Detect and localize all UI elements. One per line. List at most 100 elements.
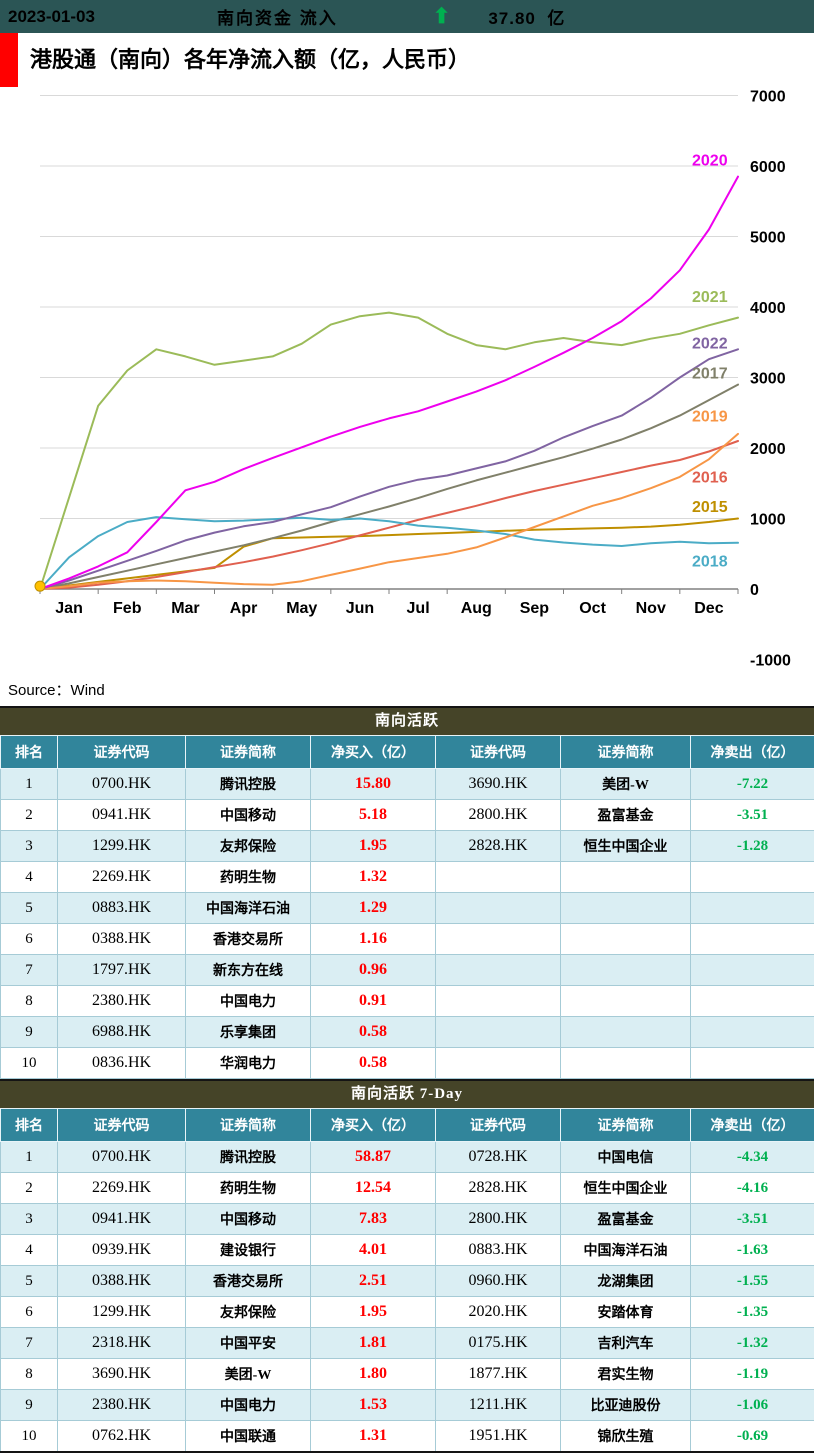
rank-cell: 7 [1,955,58,986]
y-axis-tick-label: 6000 [750,159,786,176]
sell-cell: -3.51 [691,1204,814,1235]
sell-cell [691,924,814,955]
rank-cell: 10 [1,1048,58,1079]
buy-cell: 1.95 [311,831,436,862]
cname-cell: 美团-W [561,769,691,800]
rank-cell: 2 [1,1173,58,1204]
y-axis-tick-label: 3000 [750,371,786,388]
x-axis-month-label: Jan [55,600,83,617]
code-cell: 0883.HK [58,893,186,924]
column-header: 净买入（亿） [311,1109,436,1142]
code-cell: 2269.HK [58,1173,186,1204]
code-cell: 0700.HK [58,769,186,800]
rank-cell: 9 [1,1390,58,1421]
code-cell: 0175.HK [436,1328,561,1359]
cname-cell: 中国电力 [186,986,311,1017]
up-arrow-icon: ⬆ [433,6,451,27]
buy-cell: 4.01 [311,1235,436,1266]
code-cell: 2318.HK [58,1328,186,1359]
cname-cell: 乐享集团 [186,1017,311,1048]
rank-cell: 10 [1,1421,58,1453]
sell-cell [691,955,814,986]
southbound-active-title: 南向活跃 [0,706,814,735]
cname-cell: 中国平安 [186,1328,311,1359]
cname-cell: 比亚迪股份 [561,1390,691,1421]
buy-cell: 1.16 [311,924,436,955]
sell-cell: -1.32 [691,1328,814,1359]
sell-cell [691,1017,814,1048]
rank-cell: 9 [1,1017,58,1048]
cname-cell: 恒生中国企业 [561,831,691,862]
x-axis-month-label: Dec [694,600,723,617]
cname-cell: 吉利汽车 [561,1328,691,1359]
date-text: 2023-01-03 [8,7,95,27]
rank-cell: 4 [1,1235,58,1266]
flow-unit: 亿 [547,9,565,28]
buy-cell: 1.31 [311,1421,436,1453]
column-header: 证券简称 [186,736,311,769]
code-cell: 2269.HK [58,862,186,893]
column-header: 证券简称 [561,736,691,769]
cname-cell: 中国海洋石油 [561,1235,691,1266]
chart-title-row: 港股通（南向）各年净流入额（亿，人民币） [0,33,814,83]
sell-cell [691,862,814,893]
x-axis-month-label: Jun [346,600,374,617]
y-axis-tick-label: -1000 [750,653,791,670]
code-cell [436,1017,561,1048]
series-label-2021: 2021 [692,289,728,306]
code-cell [436,893,561,924]
code-cell: 0700.HK [58,1142,186,1173]
buy-cell: 0.96 [311,955,436,986]
code-cell: 2380.HK [58,986,186,1017]
column-header: 证券代码 [58,1109,186,1142]
rank-cell: 8 [1,986,58,1017]
code-cell [436,924,561,955]
code-cell: 0960.HK [436,1266,561,1297]
x-axis-month-label: Sep [520,600,550,617]
x-axis-month-label: Mar [171,600,199,617]
code-cell [436,862,561,893]
flow-direction-label: 南向资金 流入 [217,4,338,29]
x-axis-month-label: Nov [636,600,666,617]
rank-cell: 3 [1,1204,58,1235]
sell-cell: -4.16 [691,1173,814,1204]
cname-cell: 腾讯控股 [186,769,311,800]
cname-cell: 药明生物 [186,1173,311,1204]
sell-cell: -1.28 [691,831,814,862]
table-header-row: 排名证券代码证券简称净买入（亿）证券代码证券简称净卖出（亿） [1,736,814,769]
code-cell: 0762.HK [58,1421,186,1453]
source-name: Wind [71,682,105,699]
code-cell: 1797.HK [58,955,186,986]
sell-cell: -4.34 [691,1142,814,1173]
y-axis-tick-label: 4000 [750,300,786,317]
rank-cell: 7 [1,1328,58,1359]
southbound-active-7day-table-block: 南向活跃 7-Day 排名证券代码证券简称净买入（亿）证券代码证券简称净卖出（亿… [0,1079,814,1453]
x-axis-month-label: Oct [579,600,606,617]
rank-cell: 4 [1,862,58,893]
column-header: 排名 [1,1109,58,1142]
cname-cell: 恒生中国企业 [561,1173,691,1204]
rank-cell: 6 [1,1297,58,1328]
cname-cell: 香港交易所 [186,924,311,955]
x-axis-month-label: May [286,600,317,617]
buy-cell: 2.51 [311,1266,436,1297]
cname-cell [561,955,691,986]
cname-cell: 新东方在线 [186,955,311,986]
buy-cell: 0.58 [311,1048,436,1079]
cname-cell: 中国移动 [186,800,311,831]
rank-cell: 3 [1,831,58,862]
source-text: Source：Wind [0,679,814,706]
series-label-2016: 2016 [692,470,728,487]
series-line-2021 [40,313,738,589]
